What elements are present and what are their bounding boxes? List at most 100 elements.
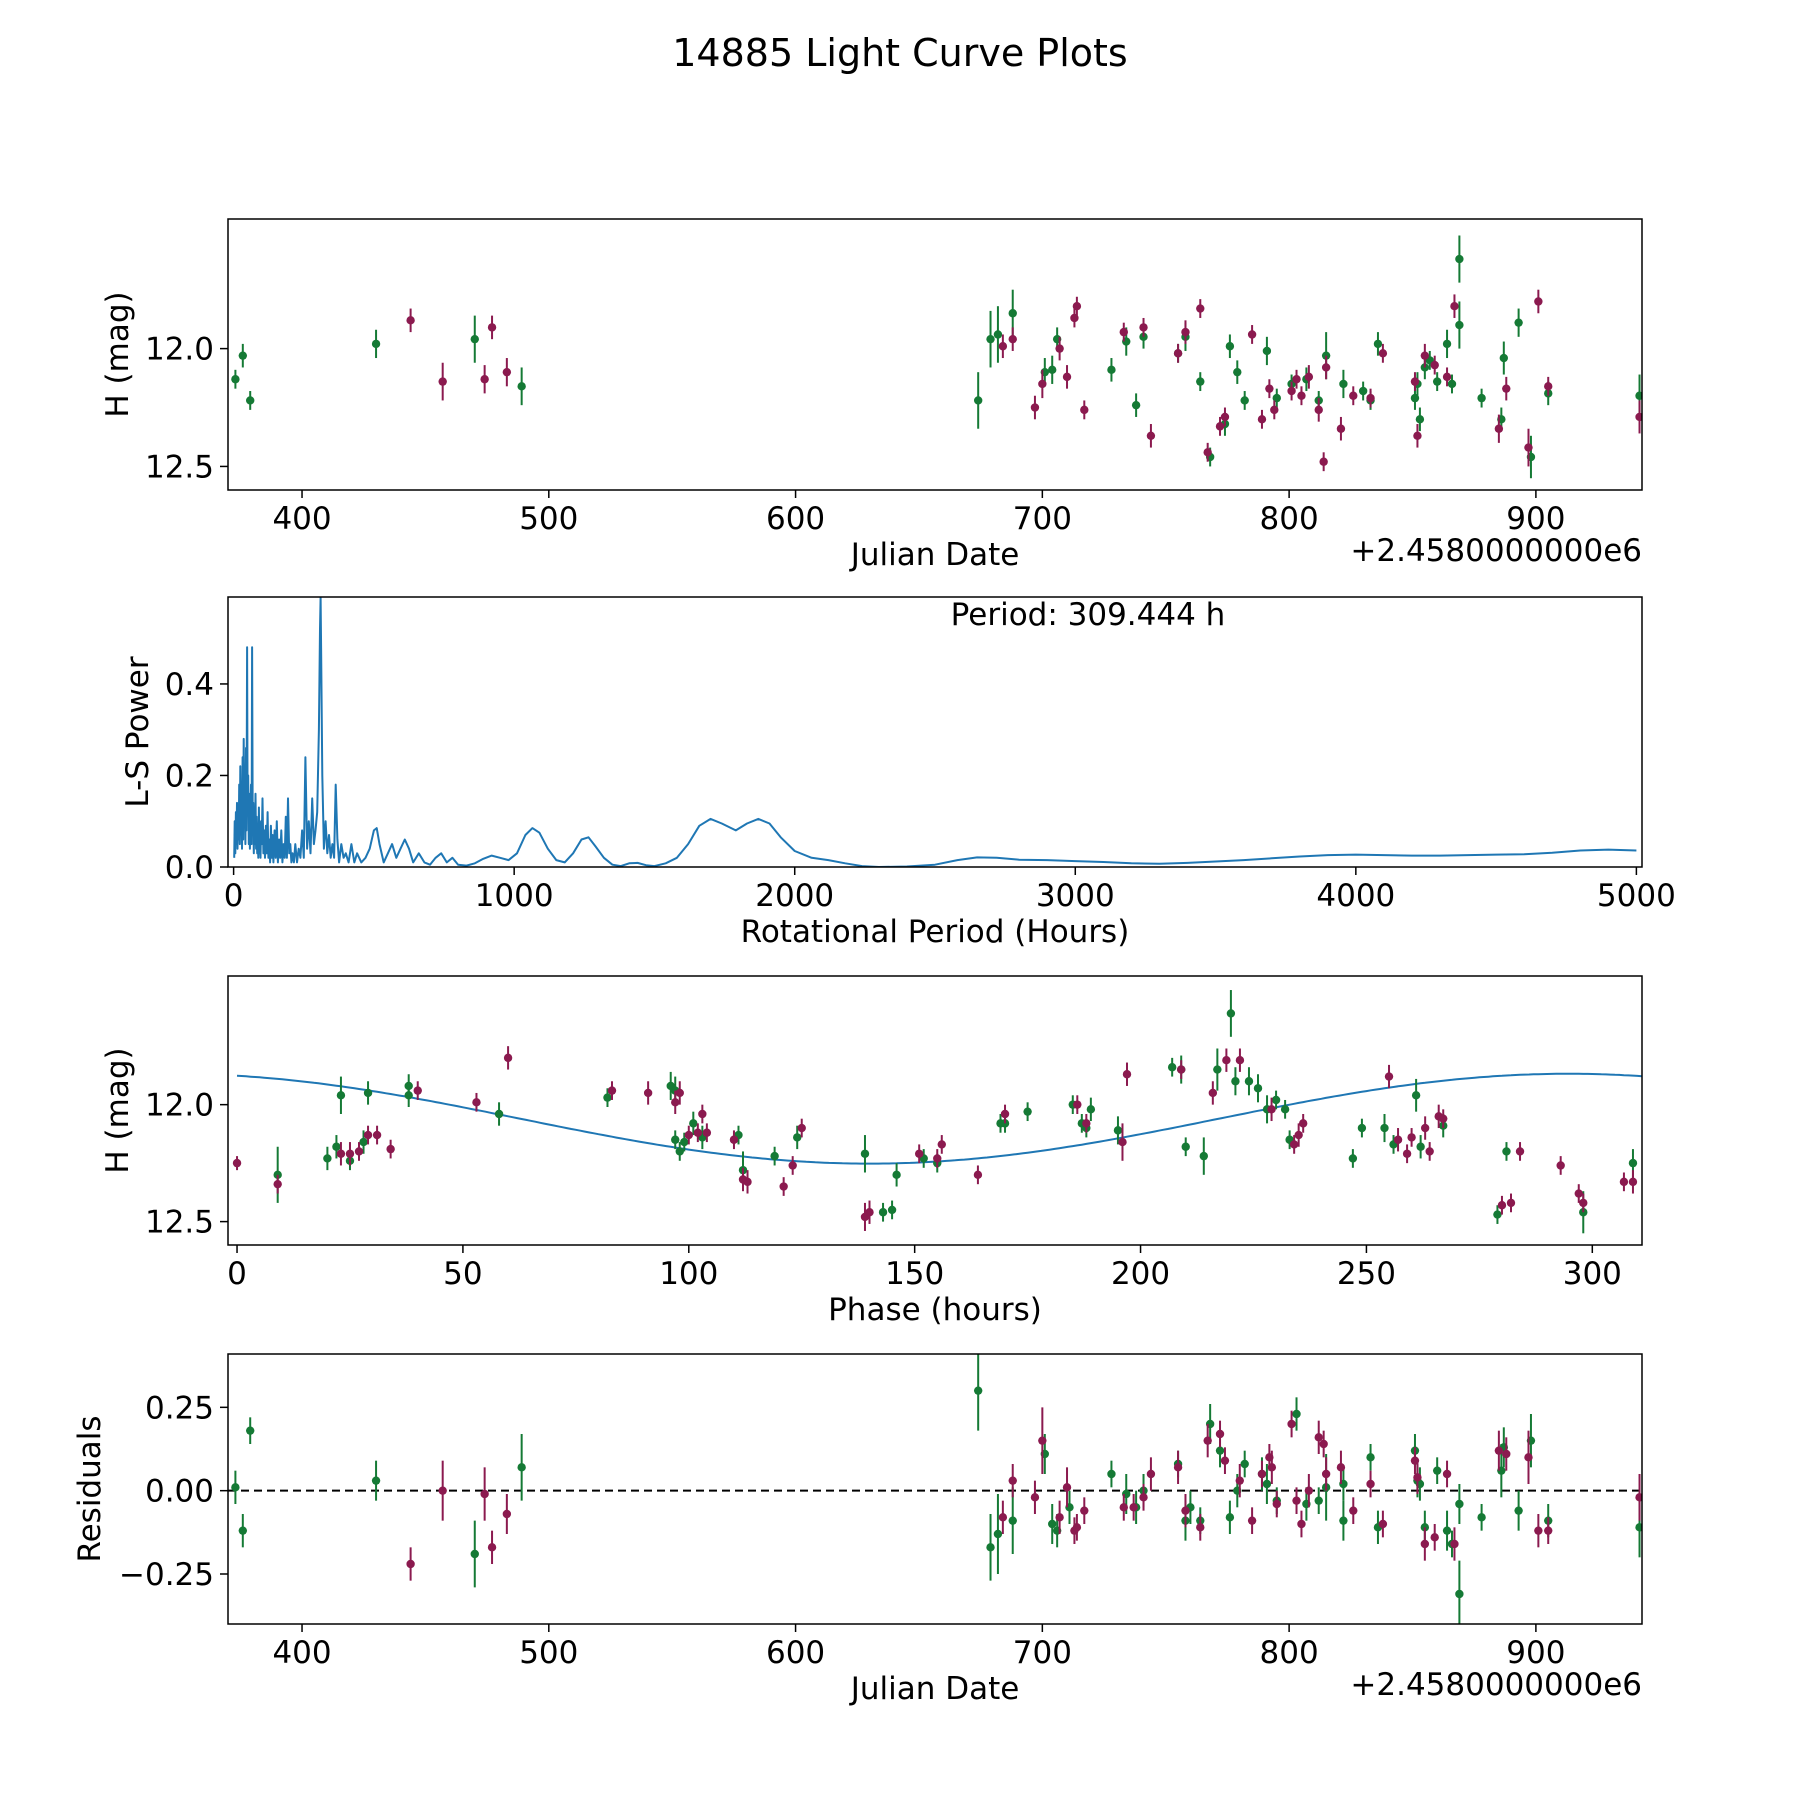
periodogram-axes-frame [227,596,1643,868]
data-point [1494,424,1504,433]
data-point [1173,1463,1183,1472]
data-point [1226,1009,1236,1018]
data-point [1262,1479,1272,1489]
data-point [1357,1123,1367,1133]
data-point [273,1179,282,1189]
data-point [1410,393,1420,403]
data-point [1348,1154,1358,1163]
data-point [1410,377,1420,386]
data-point [1055,1513,1064,1522]
data-point [1425,1147,1434,1156]
x-tick-label: 900 [1506,1635,1565,1671]
lightcurve-axes-frame [227,218,1643,491]
data-point [1055,344,1064,353]
x-tick-label: 700 [1013,501,1072,537]
data-point [1319,457,1328,466]
data-point [1430,360,1439,370]
data-point [1215,422,1225,431]
periodogram-plot-area [233,597,1637,867]
data-point [1415,415,1425,424]
data-point [1413,1473,1422,1482]
x-tick-label: 300 [1563,1256,1622,1292]
data-point [743,1177,752,1187]
data-point [1215,1429,1225,1439]
x-tick-label: 2000 [755,878,834,914]
y-tick-label: 12.5 [145,1205,214,1241]
data-point [1181,1506,1190,1515]
data-point [1262,346,1272,356]
data-point [1514,318,1523,327]
data-point [1514,1506,1523,1515]
data-point [386,1144,395,1154]
data-point [1556,1161,1565,1170]
data-point [1420,1539,1430,1549]
phased-lightcurve-panel: 0 50 100 150 200 250 300 12.5 12.0 Phase (hours) H… [100,975,1643,1328]
data-point [1579,1198,1588,1208]
data-point [1289,1140,1299,1149]
data-point [371,1476,381,1485]
data-point [1628,1177,1638,1187]
data-point [332,1142,341,1151]
data-point [1118,1137,1127,1147]
data-point [892,1170,901,1180]
data-point [1366,1453,1375,1462]
data-point [1384,1072,1394,1081]
data-point [1455,1589,1464,1599]
data-point [1247,1516,1257,1525]
data-point [1304,372,1314,382]
data-point [323,1154,332,1163]
data-point [1494,1446,1504,1455]
data-point [1420,351,1430,360]
data-point [1008,1476,1017,1485]
data-point [914,1149,924,1158]
data-point [1455,254,1464,264]
data-point [1349,391,1358,400]
data-point [1231,1077,1240,1086]
data-point [1203,1436,1212,1445]
data-point [1080,1506,1089,1515]
x-axis-label: Rotational Period (Hours) [741,914,1130,950]
phased-plot-area [232,990,1642,1234]
data-point [698,1109,707,1119]
data-point [406,316,415,325]
data-point [487,1543,497,1552]
data-point [793,1133,802,1142]
data-point [1107,1469,1116,1479]
data-point [1292,1496,1301,1505]
y-tick-label: 0.4 [165,667,214,703]
data-point [1635,1493,1642,1502]
data-point [1393,1135,1403,1144]
data-point [973,396,983,405]
x-offset-text: +2.4580000000e6 [1350,533,1642,569]
data-point [1455,1499,1464,1509]
data-point [1493,1210,1502,1219]
data-point [1635,391,1642,400]
data-point [1378,349,1388,358]
data-point [998,342,1008,351]
data-point [1122,1070,1132,1079]
data-point [1619,1177,1629,1187]
residuals-axes-frame [227,1353,1643,1625]
data-point [1235,1056,1245,1065]
data-point [1506,1198,1516,1208]
residuals-plot-area [228,1354,1642,1624]
data-point [413,1086,422,1095]
y-tick-label: −0.25 [119,1557,214,1593]
data-point [1534,1526,1543,1535]
data-point [729,1135,739,1144]
data-point [1167,1063,1177,1072]
data-point [1635,1523,1642,1532]
data-point [1321,1469,1331,1479]
data-point [1072,301,1082,311]
data-point [1366,393,1375,403]
data-point [933,1154,942,1163]
data-point [1477,1513,1486,1522]
data-point [1257,1469,1267,1479]
lightcurve-panel: 400 500 600 700 800 900 12.5 12.0 Julian Date H (… [100,218,1643,573]
data-point [1502,384,1511,393]
data-point [1380,1123,1389,1133]
data-point [372,1130,382,1140]
data-point [1432,377,1442,386]
data-point [1196,304,1205,313]
data-point [470,1549,479,1559]
